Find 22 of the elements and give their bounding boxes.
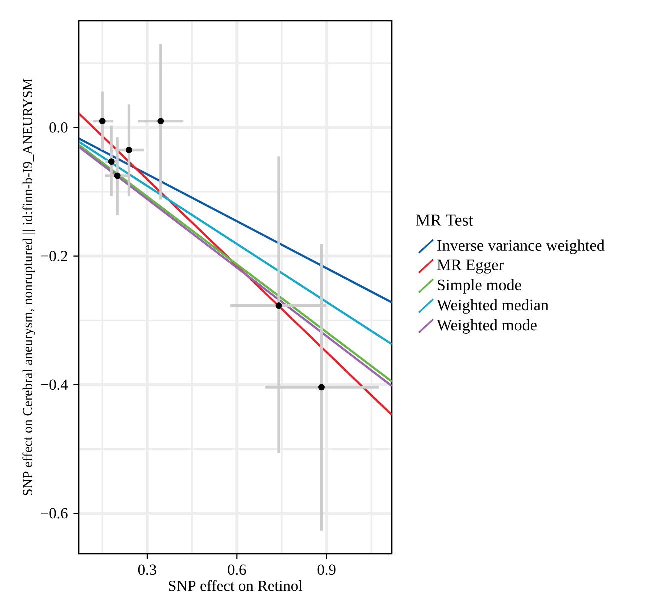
point bbox=[158, 118, 164, 125]
x-tick-label: 0.6 bbox=[228, 564, 246, 576]
x-tick-label: 0.9 bbox=[318, 564, 336, 576]
point bbox=[108, 158, 115, 166]
point bbox=[114, 172, 121, 180]
y-tick-label: 0.0 bbox=[50, 122, 68, 133]
legend-label: Inverse variance weighted bbox=[438, 240, 605, 254]
x-tick-label: 0.3 bbox=[138, 564, 156, 576]
point bbox=[318, 384, 325, 391]
y-axis-title: SNP effect on Cerebral aneurysm, nonruptured || id:finn-b-I9_ANEURYSM bbox=[22, 78, 36, 496]
point bbox=[99, 118, 106, 125]
y-tick-label: −0.4 bbox=[41, 380, 68, 390]
legend-title: MR Test bbox=[416, 214, 474, 226]
point bbox=[276, 302, 282, 310]
x-axis-title: SNP effect on Retinol bbox=[169, 580, 303, 592]
legend-label: Weighted median bbox=[437, 299, 549, 314]
y-tick-label: −0.2 bbox=[41, 251, 68, 262]
y-tick-label: −0.6 bbox=[41, 508, 68, 519]
legend-label: Simple mode bbox=[438, 279, 522, 294]
legend-label: MR Egger bbox=[437, 260, 504, 274]
point bbox=[126, 147, 132, 154]
legend-label: Weighted mode bbox=[437, 319, 537, 334]
